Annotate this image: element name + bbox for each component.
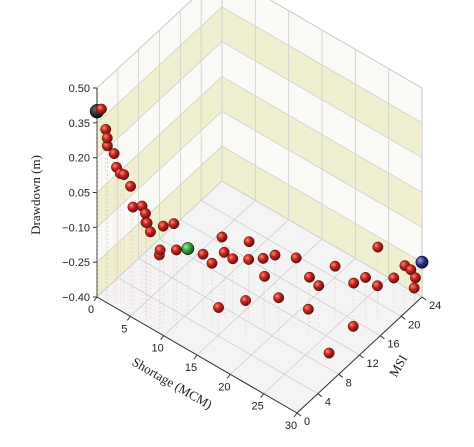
- data-point: [144, 226, 156, 238]
- y-tick: [296, 412, 302, 417]
- x-tick: [93, 296, 98, 302]
- end-point: [415, 255, 429, 269]
- data-point: [302, 303, 314, 315]
- data-point: [197, 248, 209, 260]
- y-tick-label: 20: [408, 319, 420, 331]
- data-point: [410, 272, 421, 284]
- data-point: [313, 280, 325, 292]
- data-point: [118, 169, 130, 181]
- y-tick-label: 24: [429, 300, 441, 312]
- y-tick: [380, 335, 385, 340]
- data-point: [227, 253, 239, 265]
- data-point: [168, 218, 180, 230]
- chart-marks: [89, 103, 429, 359]
- data-point: [213, 302, 225, 313]
- z-axis-label: Drawdown (m): [28, 155, 43, 235]
- data-point: [329, 260, 341, 272]
- data-point: [101, 132, 113, 144]
- data-point: [304, 271, 315, 283]
- mid-point: [181, 242, 195, 256]
- data-point: [170, 244, 182, 256]
- z-tick-label: −0.10: [62, 222, 90, 234]
- y-tick: [359, 354, 364, 359]
- y-tick-label: 0: [304, 416, 310, 428]
- data-point: [243, 236, 255, 248]
- data-point: [218, 246, 230, 258]
- x-axis-label: Shortage (MCM): [130, 354, 215, 412]
- y-tick: [421, 296, 427, 301]
- x-tick-label: 20: [218, 381, 230, 393]
- x-tick-label: 0: [88, 304, 94, 316]
- x-tick: [226, 374, 231, 379]
- y-gridline: [138, 49, 339, 375]
- z-tick-label: −0.40: [62, 292, 90, 304]
- y-tick-label: 12: [367, 358, 379, 370]
- data-point: [140, 208, 151, 219]
- data-point: [290, 252, 302, 264]
- data-point: [273, 292, 285, 304]
- data-point: [243, 253, 255, 265]
- data-point: [372, 241, 384, 253]
- data-point: [323, 347, 335, 359]
- x-tick-label: 30: [285, 420, 297, 432]
- y-tick-label: 16: [387, 339, 399, 351]
- data-point: [206, 257, 218, 269]
- z-tick-label: −0.25: [62, 257, 90, 269]
- y-tick-label: 8: [346, 377, 352, 389]
- y-gridline: [200, 0, 402, 317]
- x-tick-label: 10: [152, 343, 164, 355]
- z-tick-label: 0.20: [69, 153, 90, 165]
- x-tick-label: 5: [121, 323, 127, 335]
- data-point: [108, 148, 120, 160]
- y-gridline: [159, 30, 360, 356]
- y-gridline: [221, 0, 423, 298]
- y-tick: [400, 315, 406, 320]
- x-tick: [126, 316, 131, 321]
- data-point: [96, 103, 107, 115]
- data-point: [127, 201, 139, 213]
- x-tick: [260, 393, 265, 398]
- data-point: [257, 252, 269, 264]
- z-tick-label: 0.50: [69, 83, 90, 95]
- data-point: [408, 282, 420, 294]
- y-gridline: [117, 68, 319, 395]
- data-point: [269, 249, 281, 261]
- z-tick-label: 0.05: [69, 188, 90, 200]
- x-tick: [160, 335, 165, 340]
- data-point: [371, 280, 383, 292]
- y-gridline: [179, 10, 381, 337]
- data-point: [348, 277, 360, 289]
- y-axis-label: MSI: [386, 352, 411, 380]
- z-tick-label: 0.35: [69, 118, 90, 130]
- x-tick: [193, 354, 198, 360]
- data-point: [216, 231, 228, 243]
- data-point: [347, 320, 359, 332]
- data-point: [259, 270, 271, 282]
- data-point: [240, 295, 252, 306]
- data-point: [360, 271, 371, 283]
- data-point: [388, 272, 400, 284]
- data-point: [125, 180, 137, 192]
- x-tick-label: 25: [252, 401, 264, 413]
- y-tick: [338, 373, 343, 378]
- data-point: [154, 244, 166, 256]
- x-tick: [293, 412, 298, 418]
- y-tick-label: 4: [325, 397, 331, 409]
- y-tick: [317, 393, 323, 398]
- data-point: [157, 220, 169, 232]
- x-tick-label: 15: [185, 362, 197, 374]
